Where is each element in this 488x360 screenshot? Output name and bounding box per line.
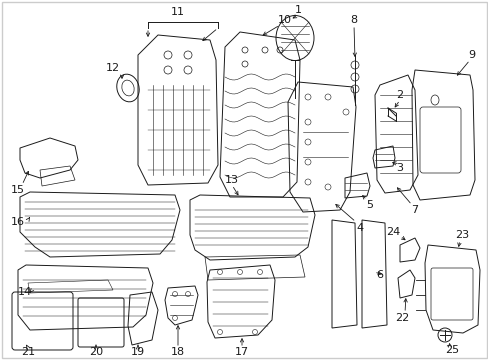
Text: 16: 16 [11, 217, 25, 227]
Text: 3: 3 [396, 163, 403, 173]
Text: 19: 19 [131, 347, 145, 357]
Text: 15: 15 [11, 185, 25, 195]
Text: 18: 18 [171, 347, 184, 357]
Text: 25: 25 [444, 345, 458, 355]
Text: 4: 4 [356, 223, 363, 233]
Text: 21: 21 [21, 347, 35, 357]
Text: 22: 22 [394, 313, 408, 323]
Text: 20: 20 [89, 347, 103, 357]
Text: 2: 2 [396, 90, 403, 100]
Text: 9: 9 [468, 50, 475, 60]
Text: 11: 11 [171, 7, 184, 17]
Text: 7: 7 [410, 205, 418, 215]
Text: 13: 13 [224, 175, 239, 185]
Text: 10: 10 [278, 15, 291, 25]
Text: 6: 6 [376, 270, 383, 280]
Text: 23: 23 [454, 230, 468, 240]
Text: 5: 5 [366, 200, 373, 210]
Text: 24: 24 [385, 227, 399, 237]
Text: 17: 17 [234, 347, 248, 357]
Text: 8: 8 [350, 15, 357, 25]
Text: 12: 12 [106, 63, 120, 73]
Text: 1: 1 [294, 5, 301, 15]
Text: 14: 14 [18, 287, 32, 297]
